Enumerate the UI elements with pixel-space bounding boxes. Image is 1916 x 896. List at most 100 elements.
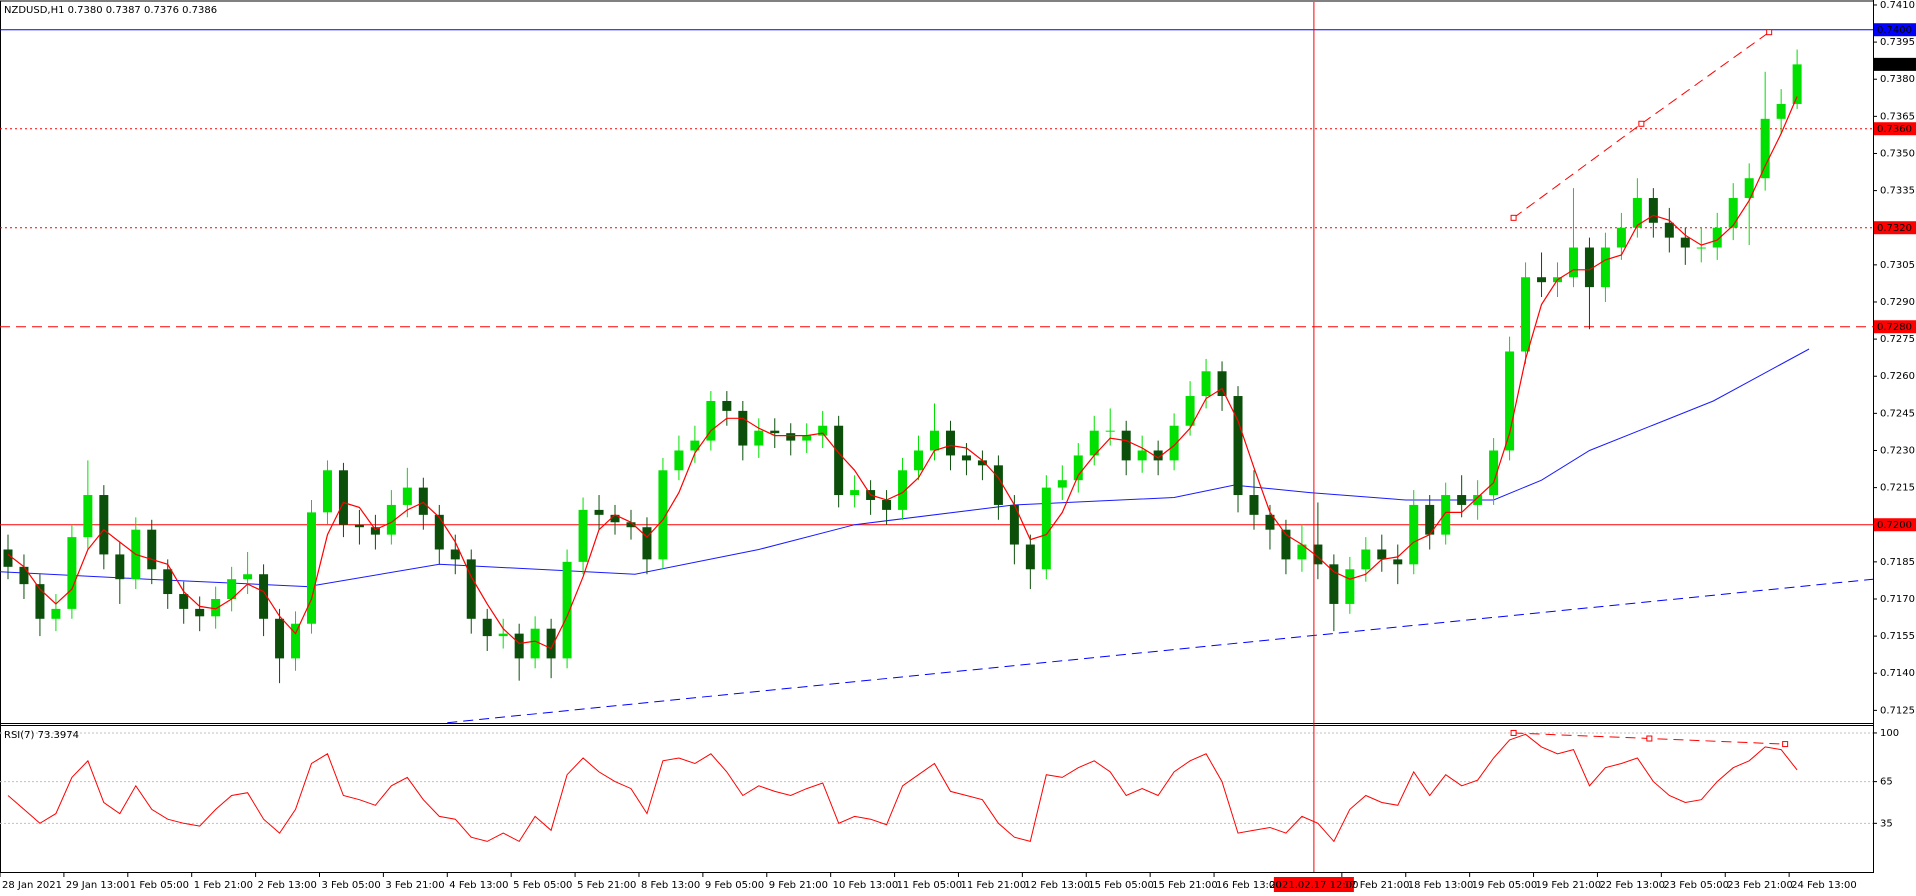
candle-body [1153,450,1163,461]
y-tick-label: 0.7230 [1880,445,1915,456]
candle-body [1393,559,1403,565]
y-tick-label: 65 [1880,777,1893,788]
y-tick-label: 0.7155 [1880,631,1915,642]
x-tick-label: 11 Feb 21:00 [960,880,1026,891]
candle-body [1121,430,1131,461]
level-price-label: 0.7360 [1877,124,1912,135]
candle-body [1792,64,1802,104]
candle-body [51,608,61,619]
candle-body [786,433,796,441]
candle-body [402,487,412,505]
candle-body [642,527,652,560]
candle-body [578,509,588,562]
rsi-panel: 100 65 35 [0,728,1899,843]
candle-body [1233,396,1243,496]
y-tick-label: 0.7260 [1880,371,1915,382]
x-tick-label: 29 Jan 13:00 [66,880,129,891]
candle-body [115,554,125,580]
candle-body [1073,455,1083,481]
candle-body [370,527,380,535]
candle-body [1776,103,1786,119]
candle-body [386,504,396,535]
candle-body [1616,227,1626,248]
candle-body [1377,549,1387,560]
candle-body [1025,544,1035,570]
x-tick-label: 1 Feb 05:00 [130,880,189,891]
candle-body [722,400,732,411]
candle-body [626,522,636,528]
candle-body [19,566,29,585]
candle-body [195,608,205,617]
candle-body [738,410,748,446]
x-tick-label: 5 Feb 05:00 [513,880,572,891]
candle-body [1425,504,1435,535]
candle-body [1217,371,1227,397]
candle-body [482,618,492,637]
x-tick-label: 19 Feb 05:00 [1472,880,1538,891]
candle-body [1728,198,1738,228]
y-tick-label: 0.7170 [1880,594,1915,605]
candle-body [322,470,332,513]
candle-body [945,430,955,456]
rsi-line [7,733,1798,843]
candle-body [882,499,892,510]
candle-body [1632,198,1642,228]
candle-body [1041,487,1051,570]
x-tick-label: 17 Feb 21:00 [1344,880,1410,891]
candle-body [1760,118,1770,179]
y-tick-label: 0.7125 [1880,705,1915,716]
level-price-box [1874,221,1916,235]
candle-body [3,549,13,567]
slow-moving-average [0,348,1810,588]
candle-body [1345,569,1355,604]
y-tick-label: 0.7380 [1880,74,1915,85]
y-tick-label: 0.7365 [1880,111,1915,122]
y-tick-label: 0.7245 [1880,408,1915,419]
candle-body [1409,504,1419,565]
candle-body [275,618,285,659]
candle-body [1744,178,1754,199]
level-price-box [1874,320,1916,334]
candle-body [1169,425,1179,461]
candle-body [993,465,1003,505]
candle-body [1664,222,1674,238]
x-tick-label: 5 Feb 21:00 [577,880,636,891]
trend-point [1646,735,1653,742]
current-price-box [1874,57,1916,71]
candle-body [834,425,844,496]
x-tick-label: 11 Feb 05:00 [897,880,963,891]
x-tick-label: 16 Feb 13:00 [1216,880,1282,891]
candle-body [770,430,780,434]
candle-body [898,470,908,510]
candle-body [914,450,924,471]
candle-body [498,633,508,637]
candle-body [961,455,971,461]
candle-body [1089,430,1099,456]
candle-body [1057,480,1067,488]
chart-title: NZDUSD,H1 0.7380 0.7387 0.7376 0.7386 [4,5,217,16]
x-tick-label: 9 Feb 21:00 [769,880,828,891]
x-tick-label: 3 Feb 21:00 [385,880,444,891]
candle-body [1297,544,1307,560]
candle-body [99,495,109,555]
trend-line [1513,31,1770,219]
candle-body [562,561,572,659]
candle-body [818,425,828,436]
candle-body [1137,450,1147,461]
candle-body [610,514,620,523]
candle-body [1313,544,1323,565]
x-tick-label: 12 Feb 13:00 [1024,880,1090,891]
candle-body [227,579,237,599]
candle-body [514,633,524,659]
x-tick-label: 9 Feb 05:00 [705,880,764,891]
candle-body [930,430,940,451]
level-price-label: 0.7400 [1877,25,1912,36]
candle-body [1009,504,1019,545]
candle-body [1648,198,1658,223]
y-tick-label: 0.7335 [1880,186,1915,197]
candle-body [354,524,364,528]
candle-body [1680,237,1690,248]
candle-body [594,509,604,515]
